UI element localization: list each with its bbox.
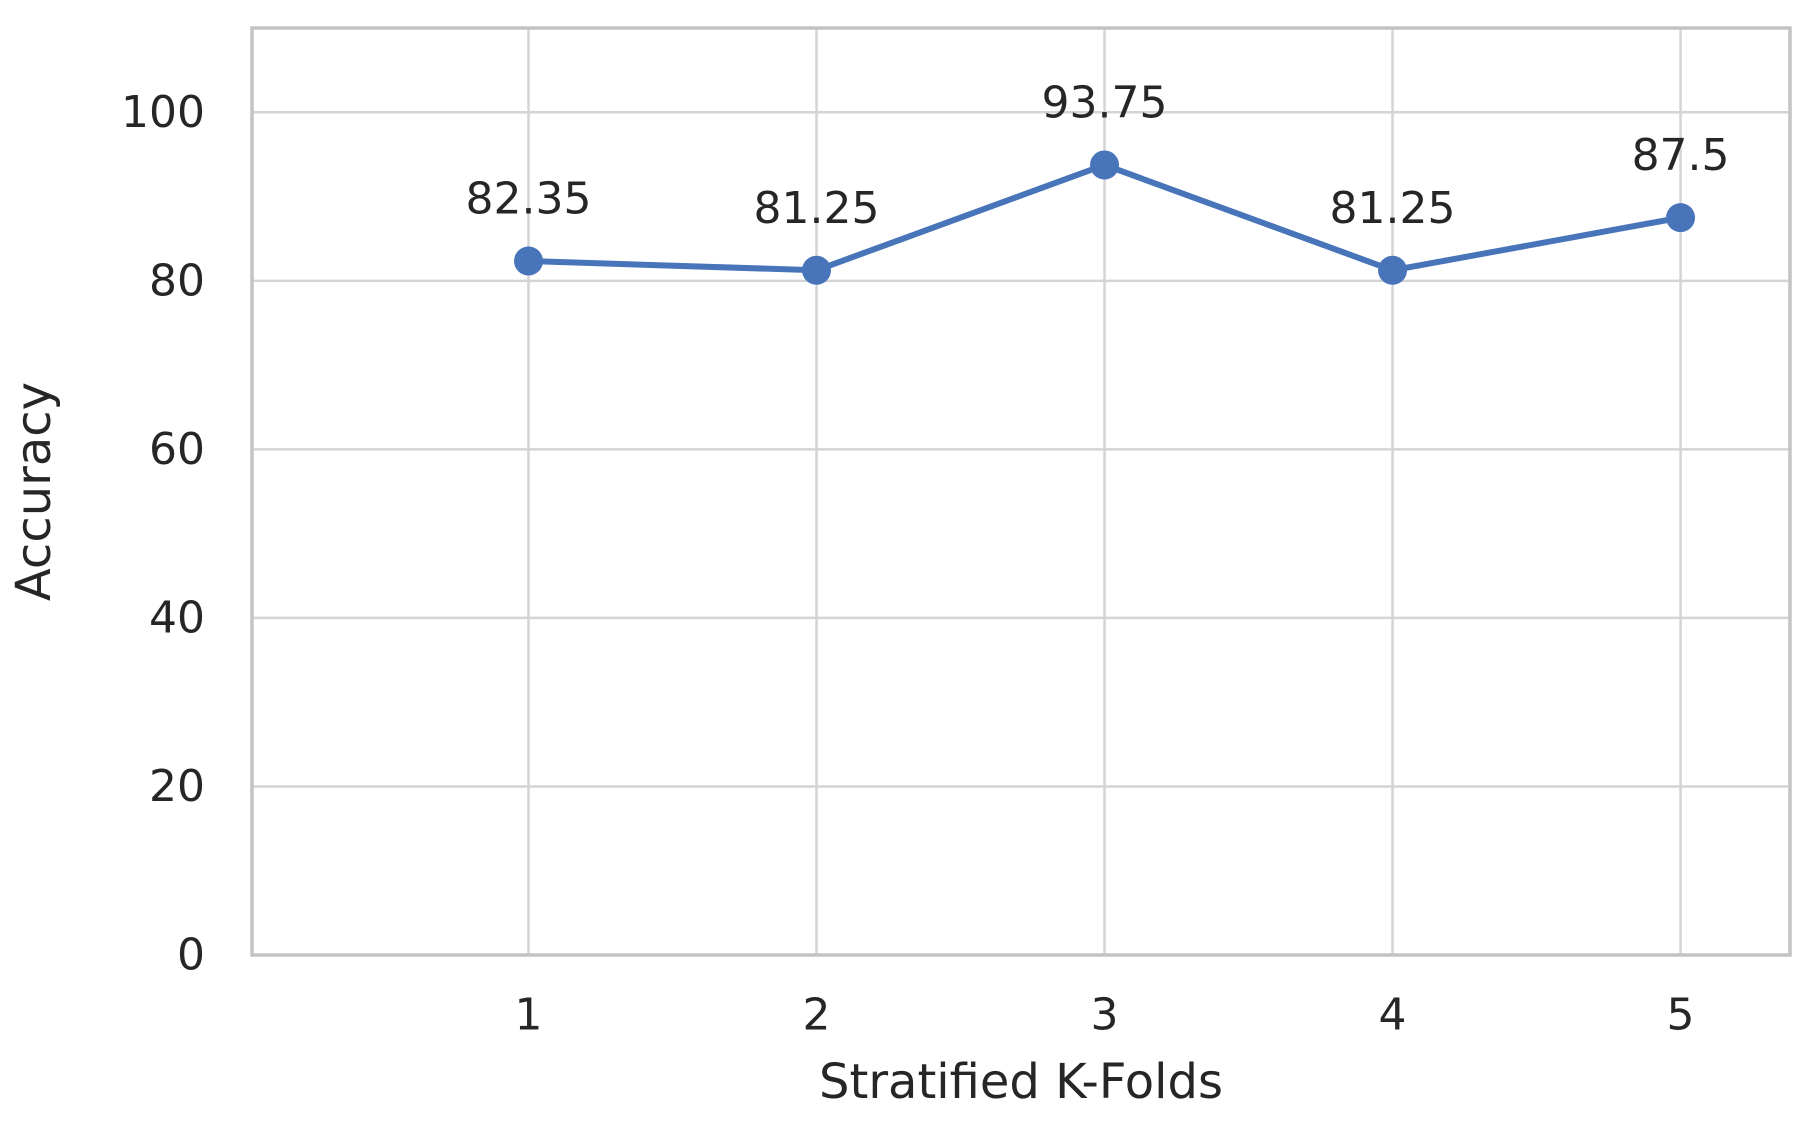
plot-area bbox=[252, 28, 1790, 955]
data-point-label: 81.25 bbox=[1330, 183, 1456, 234]
data-point-marker bbox=[1378, 255, 1408, 285]
y-tick-labels: 0 20 40 60 80 100 bbox=[121, 87, 205, 981]
data-point-label: 93.75 bbox=[1042, 77, 1168, 128]
x-tick-label: 4 bbox=[1379, 990, 1407, 1041]
data-point-marker bbox=[513, 246, 543, 276]
x-tick-label: 5 bbox=[1667, 990, 1695, 1041]
series-line-group bbox=[513, 150, 1696, 285]
plot-border bbox=[250, 26, 1792, 957]
data-point-label: 87.5 bbox=[1632, 130, 1730, 181]
gridlines bbox=[252, 28, 1790, 955]
data-point-labels: 82.35 81.25 93.75 81.25 87.5 bbox=[466, 77, 1730, 233]
y-tick-label: 0 bbox=[177, 930, 205, 981]
data-point-label: 81.25 bbox=[754, 183, 880, 234]
y-tick-label: 20 bbox=[149, 761, 205, 812]
x-tick-label: 3 bbox=[1091, 990, 1119, 1041]
x-tick-label: 1 bbox=[514, 990, 542, 1041]
x-tick-labels: 1 2 3 4 5 bbox=[514, 990, 1694, 1041]
y-tick-label: 40 bbox=[149, 592, 205, 643]
y-tick-label: 80 bbox=[149, 255, 205, 306]
x-axis-title: Stratified K-Folds bbox=[819, 1054, 1223, 1110]
data-point-marker bbox=[802, 255, 832, 285]
data-point-marker bbox=[1666, 203, 1696, 233]
x-tick-label: 2 bbox=[803, 990, 831, 1041]
data-point-marker bbox=[1090, 150, 1120, 180]
y-tick-label: 100 bbox=[121, 87, 205, 138]
data-point-label: 82.35 bbox=[466, 174, 592, 225]
y-axis-title: Accuracy bbox=[6, 382, 62, 601]
y-tick-label: 60 bbox=[149, 424, 205, 475]
